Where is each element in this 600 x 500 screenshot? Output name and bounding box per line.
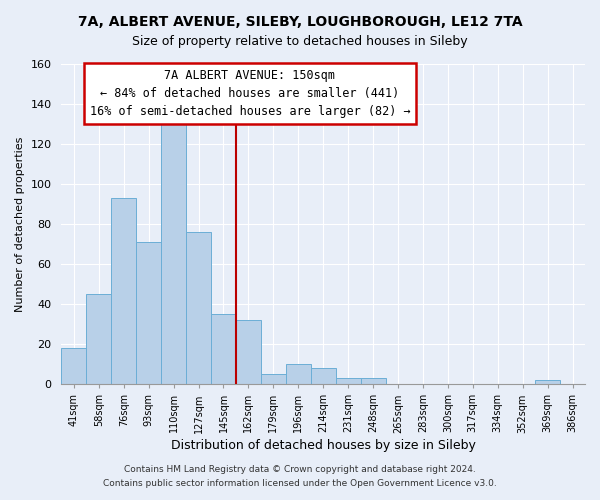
Bar (261, 374, 286, 384)
X-axis label: Distribution of detached houses by size in Sileby: Distribution of detached houses by size … (171, 440, 476, 452)
Bar (286, 364, 311, 384)
Bar (236, 320, 261, 384)
Text: Size of property relative to detached houses in Sileby: Size of property relative to detached ho… (132, 35, 468, 48)
Text: Contains HM Land Registry data © Crown copyright and database right 2024.
Contai: Contains HM Land Registry data © Crown c… (103, 466, 497, 487)
Bar (111, 198, 136, 384)
Bar (311, 368, 335, 384)
Y-axis label: Number of detached properties: Number of detached properties (15, 136, 25, 312)
Bar (335, 378, 361, 384)
Bar (211, 314, 236, 384)
Bar (136, 242, 161, 384)
Bar (161, 118, 186, 384)
Bar (86, 294, 111, 384)
Text: 7A ALBERT AVENUE: 150sqm
← 84% of detached houses are smaller (441)
16% of semi-: 7A ALBERT AVENUE: 150sqm ← 84% of detach… (89, 69, 410, 118)
Bar (186, 232, 211, 384)
Bar (61, 348, 86, 384)
Bar (361, 378, 386, 384)
Bar (535, 380, 560, 384)
Text: 7A, ALBERT AVENUE, SILEBY, LOUGHBOROUGH, LE12 7TA: 7A, ALBERT AVENUE, SILEBY, LOUGHBOROUGH,… (77, 15, 523, 29)
